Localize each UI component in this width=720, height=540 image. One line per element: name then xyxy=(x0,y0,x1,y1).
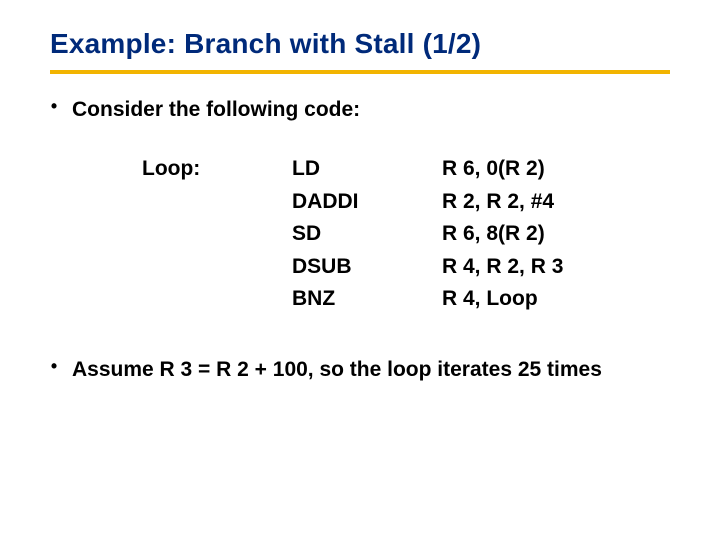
code-label xyxy=(142,218,292,251)
bullet-dot-icon xyxy=(50,366,58,368)
code-block: Loop: LD R 6, 0(R 2) DADDI R 2, R 2, #4 … xyxy=(142,153,670,316)
bullet-dot-icon xyxy=(50,106,58,108)
code-label xyxy=(142,186,292,219)
code-label: Loop: xyxy=(142,153,292,186)
code-args: R 6, 8(R 2) xyxy=(442,218,545,251)
code-op: SD xyxy=(292,218,442,251)
code-row: SD R 6, 8(R 2) xyxy=(142,218,670,251)
bullet-item: Consider the following code: xyxy=(50,96,670,123)
code-op: BNZ xyxy=(292,283,442,316)
slide-title: Example: Branch with Stall (1/2) xyxy=(50,28,670,60)
code-args: R 4, R 2, R 3 xyxy=(442,251,563,284)
code-op: LD xyxy=(292,153,442,186)
code-row: BNZ R 4, Loop xyxy=(142,283,670,316)
code-op: DADDI xyxy=(292,186,442,219)
bullet-text: Assume R 3 = R 2 + 100, so the loop iter… xyxy=(72,356,670,383)
code-row: DSUB R 4, R 2, R 3 xyxy=(142,251,670,284)
code-args: R 6, 0(R 2) xyxy=(442,153,545,186)
code-label xyxy=(142,283,292,316)
code-op: DSUB xyxy=(292,251,442,284)
code-args: R 2, R 2, #4 xyxy=(442,186,554,219)
title-underline xyxy=(50,70,670,74)
code-row: DADDI R 2, R 2, #4 xyxy=(142,186,670,219)
code-args: R 4, Loop xyxy=(442,283,538,316)
code-row: Loop: LD R 6, 0(R 2) xyxy=(142,153,670,186)
bullet-item: Assume R 3 = R 2 + 100, so the loop iter… xyxy=(50,356,670,383)
slide: Example: Branch with Stall (1/2) Conside… xyxy=(0,0,720,540)
code-label xyxy=(142,251,292,284)
bullet-text: Consider the following code: xyxy=(72,96,670,123)
